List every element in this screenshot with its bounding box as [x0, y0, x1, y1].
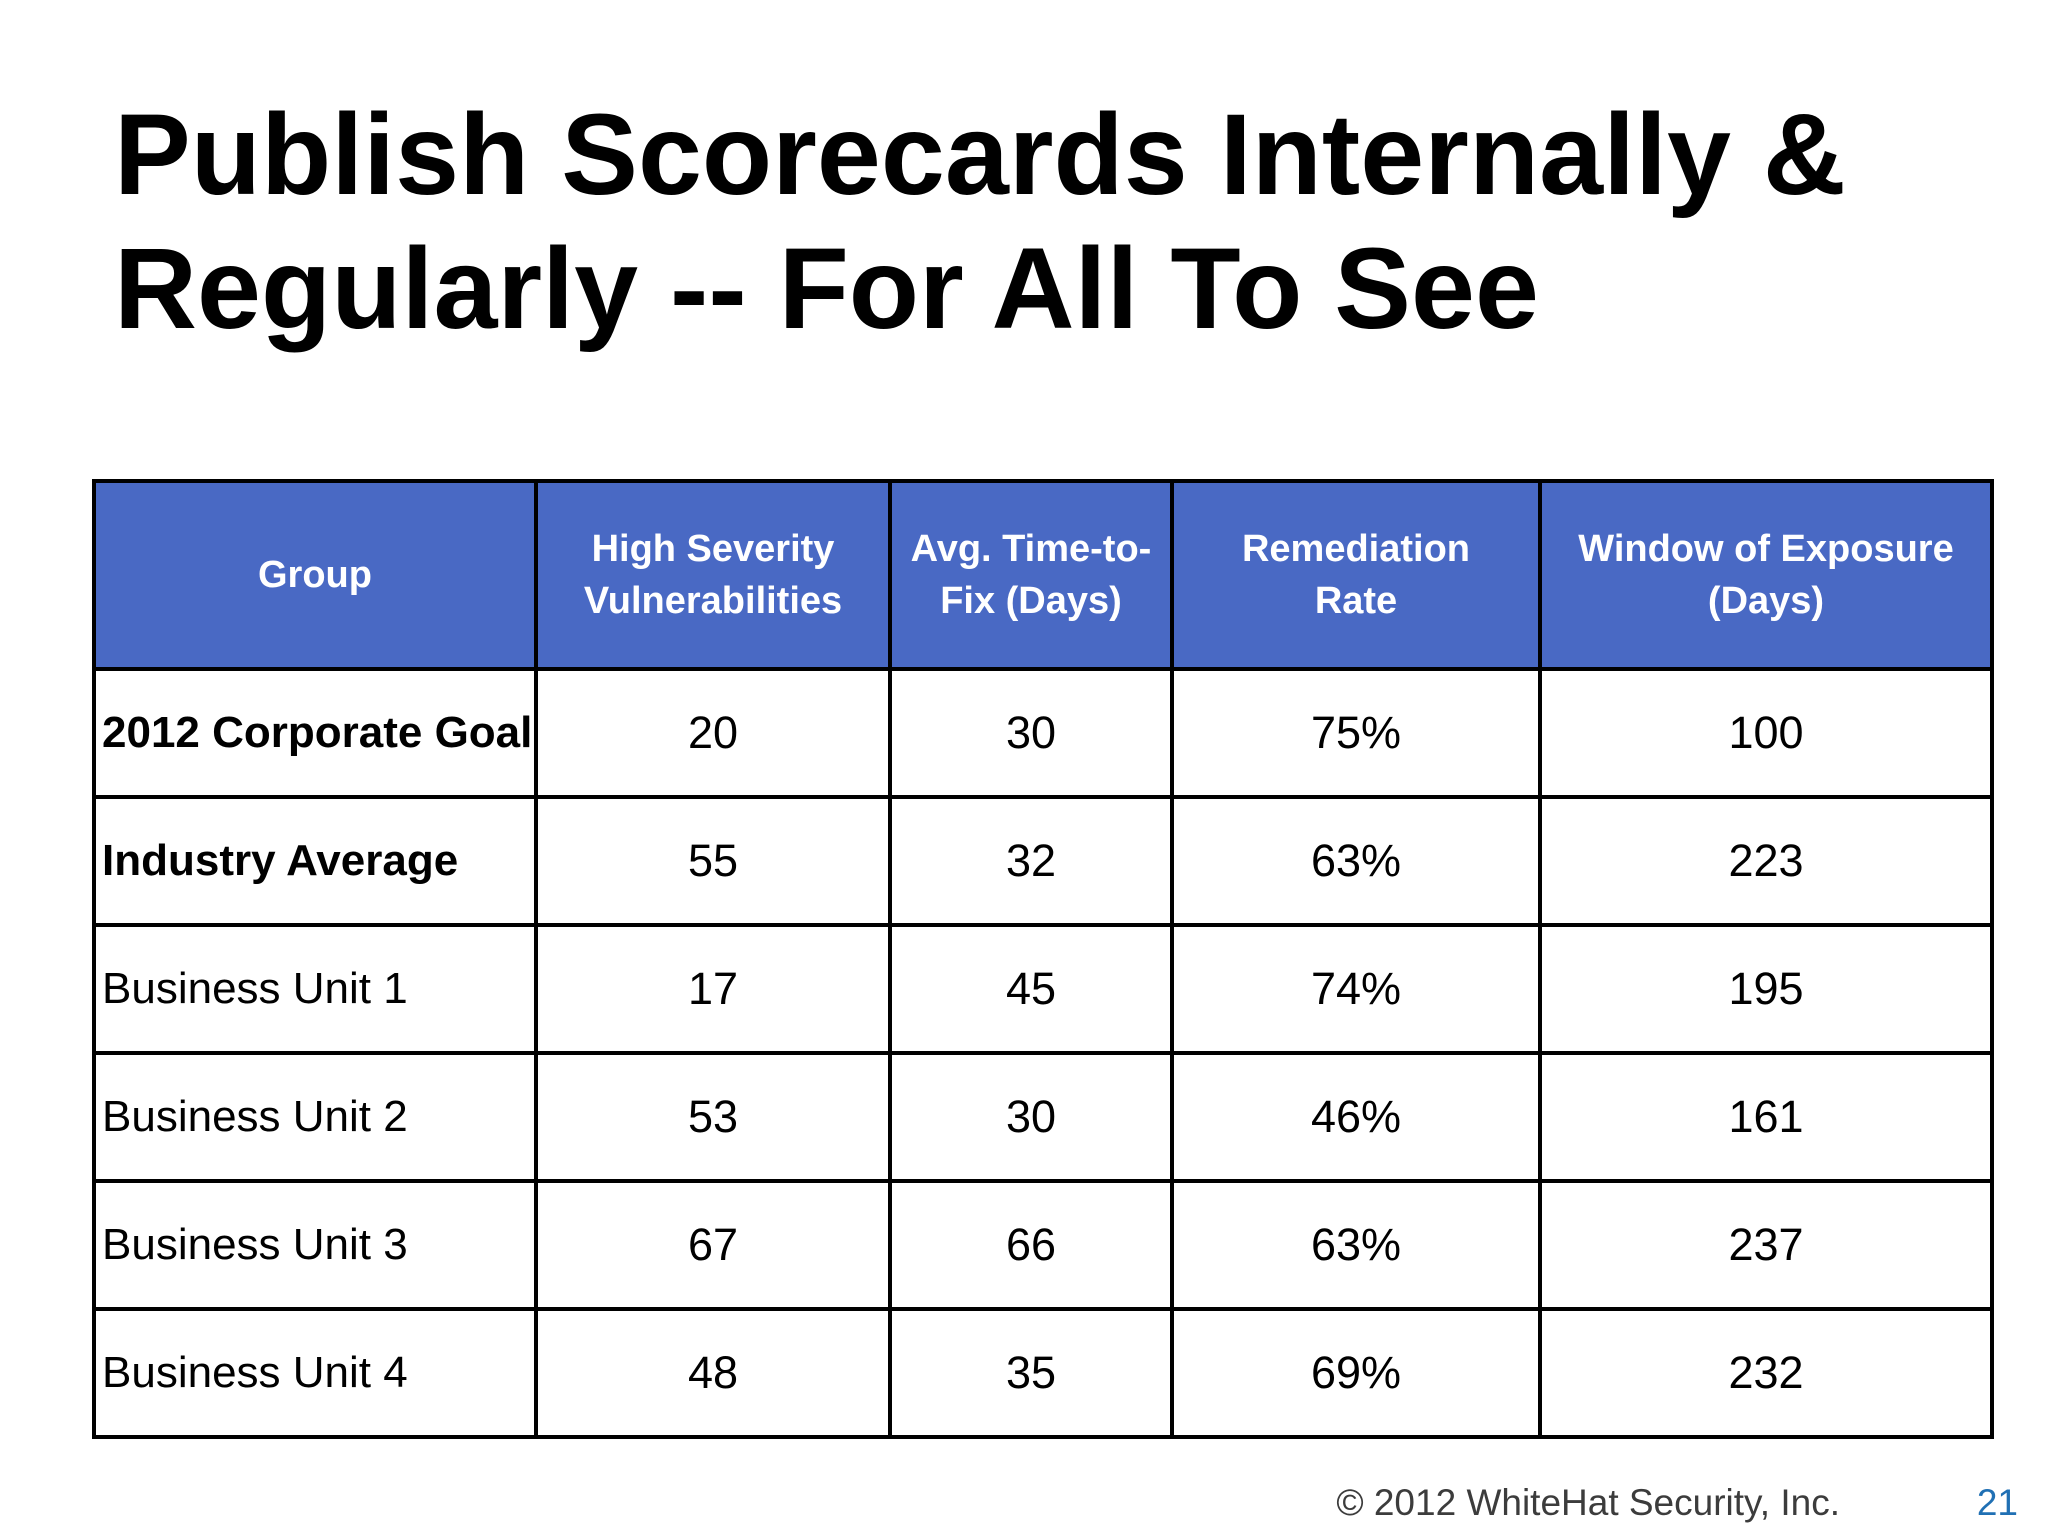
copyright-text: © 2012 WhiteHat Security, Inc.: [1336, 1482, 1840, 1523]
row-label-2012-corporate-goal: 2012 Corporate Goal: [92, 667, 538, 799]
scorecard-table: Group High Severity Vulnerabilities Avg.…: [92, 479, 1994, 1439]
column-header-high-severity-label: High Severity Vulnerabilities: [583, 528, 843, 622]
table-row-business-unit-3: Business Unit 3 67 66 63% 237: [92, 1179, 1994, 1311]
cell-industry-average-avg-time-to-fix: 32: [888, 795, 1174, 927]
column-header-window-of-exposure-label: Window of Exposure (Days): [1578, 528, 1954, 622]
table-row-business-unit-1: Business Unit 1 17 45 74% 195: [92, 923, 1994, 1055]
table-row-business-unit-2: Business Unit 2 53 30 46% 161: [92, 1051, 1994, 1183]
cell-bu2-avg-time-to-fix: 30: [888, 1051, 1174, 1183]
cell-bu1-window-of-exposure: 195: [1538, 923, 1994, 1055]
column-header-high-severity-vulnerabilities: High Severity Vulnerabilities: [534, 479, 892, 671]
cell-bu2-remediation-rate: 46%: [1170, 1051, 1542, 1183]
cell-bu4-avg-time-to-fix: 35: [888, 1307, 1174, 1439]
column-header-remediation-rate: Remediation Rate: [1170, 479, 1542, 671]
cell-bu1-avg-time-to-fix: 45: [888, 923, 1174, 1055]
cell-corporate-goal-high-severity: 20: [534, 667, 892, 799]
cell-bu4-high-severity: 48: [534, 1307, 892, 1439]
cell-corporate-goal-remediation-rate: 75%: [1170, 667, 1542, 799]
row-label-business-unit-1: Business Unit 1: [92, 923, 538, 1055]
cell-industry-average-window-of-exposure: 223: [1538, 795, 1994, 927]
table-header-row: Group High Severity Vulnerabilities Avg.…: [92, 479, 1994, 671]
page-number: 21: [1976, 1482, 2018, 1523]
cell-bu3-avg-time-to-fix: 66: [888, 1179, 1174, 1311]
cell-bu1-high-severity: 17: [534, 923, 892, 1055]
column-header-group-label: Group: [258, 554, 372, 596]
cell-bu3-remediation-rate: 63%: [1170, 1179, 1542, 1311]
cell-bu3-high-severity: 67: [534, 1179, 892, 1311]
slide-title: Publish Scorecards Internally & Regularl…: [114, 88, 2024, 356]
cell-bu2-high-severity: 53: [534, 1051, 892, 1183]
cell-corporate-goal-avg-time-to-fix: 30: [888, 667, 1174, 799]
row-label-business-unit-3: Business Unit 3: [92, 1179, 538, 1311]
column-header-avg-time-to-fix-label: Avg. Time-to-Fix (Days): [910, 528, 1152, 622]
cell-corporate-goal-window-of-exposure: 100: [1538, 667, 1994, 799]
row-label-business-unit-4: Business Unit 4: [92, 1307, 538, 1439]
slide-title-line1: Publish Scorecards Internally &: [114, 91, 1846, 219]
cell-bu3-window-of-exposure: 237: [1538, 1179, 1994, 1311]
column-header-group: Group: [92, 479, 538, 671]
cell-industry-average-remediation-rate: 63%: [1170, 795, 1542, 927]
cell-industry-average-high-severity: 55: [534, 795, 892, 927]
column-header-avg-time-to-fix: Avg. Time-to-Fix (Days): [888, 479, 1174, 671]
row-label-industry-average: Industry Average: [92, 795, 538, 927]
column-header-remediation-rate-label: Remediation Rate: [1241, 528, 1471, 622]
cell-bu1-remediation-rate: 74%: [1170, 923, 1542, 1055]
table-row-industry-average: Industry Average 55 32 63% 223: [92, 795, 1994, 927]
cell-bu4-remediation-rate: 69%: [1170, 1307, 1542, 1439]
table-row-2012-corporate-goal: 2012 Corporate Goal 20 30 75% 100: [92, 667, 1994, 799]
column-header-window-of-exposure: Window of Exposure (Days): [1538, 479, 1994, 671]
cell-bu4-window-of-exposure: 232: [1538, 1307, 1994, 1439]
table-row-business-unit-4: Business Unit 4 48 35 69% 232: [92, 1307, 1994, 1439]
slide-title-line2: Regularly -- For All To See: [114, 225, 1539, 353]
row-label-business-unit-2: Business Unit 2: [92, 1051, 538, 1183]
cell-bu2-window-of-exposure: 161: [1538, 1051, 1994, 1183]
